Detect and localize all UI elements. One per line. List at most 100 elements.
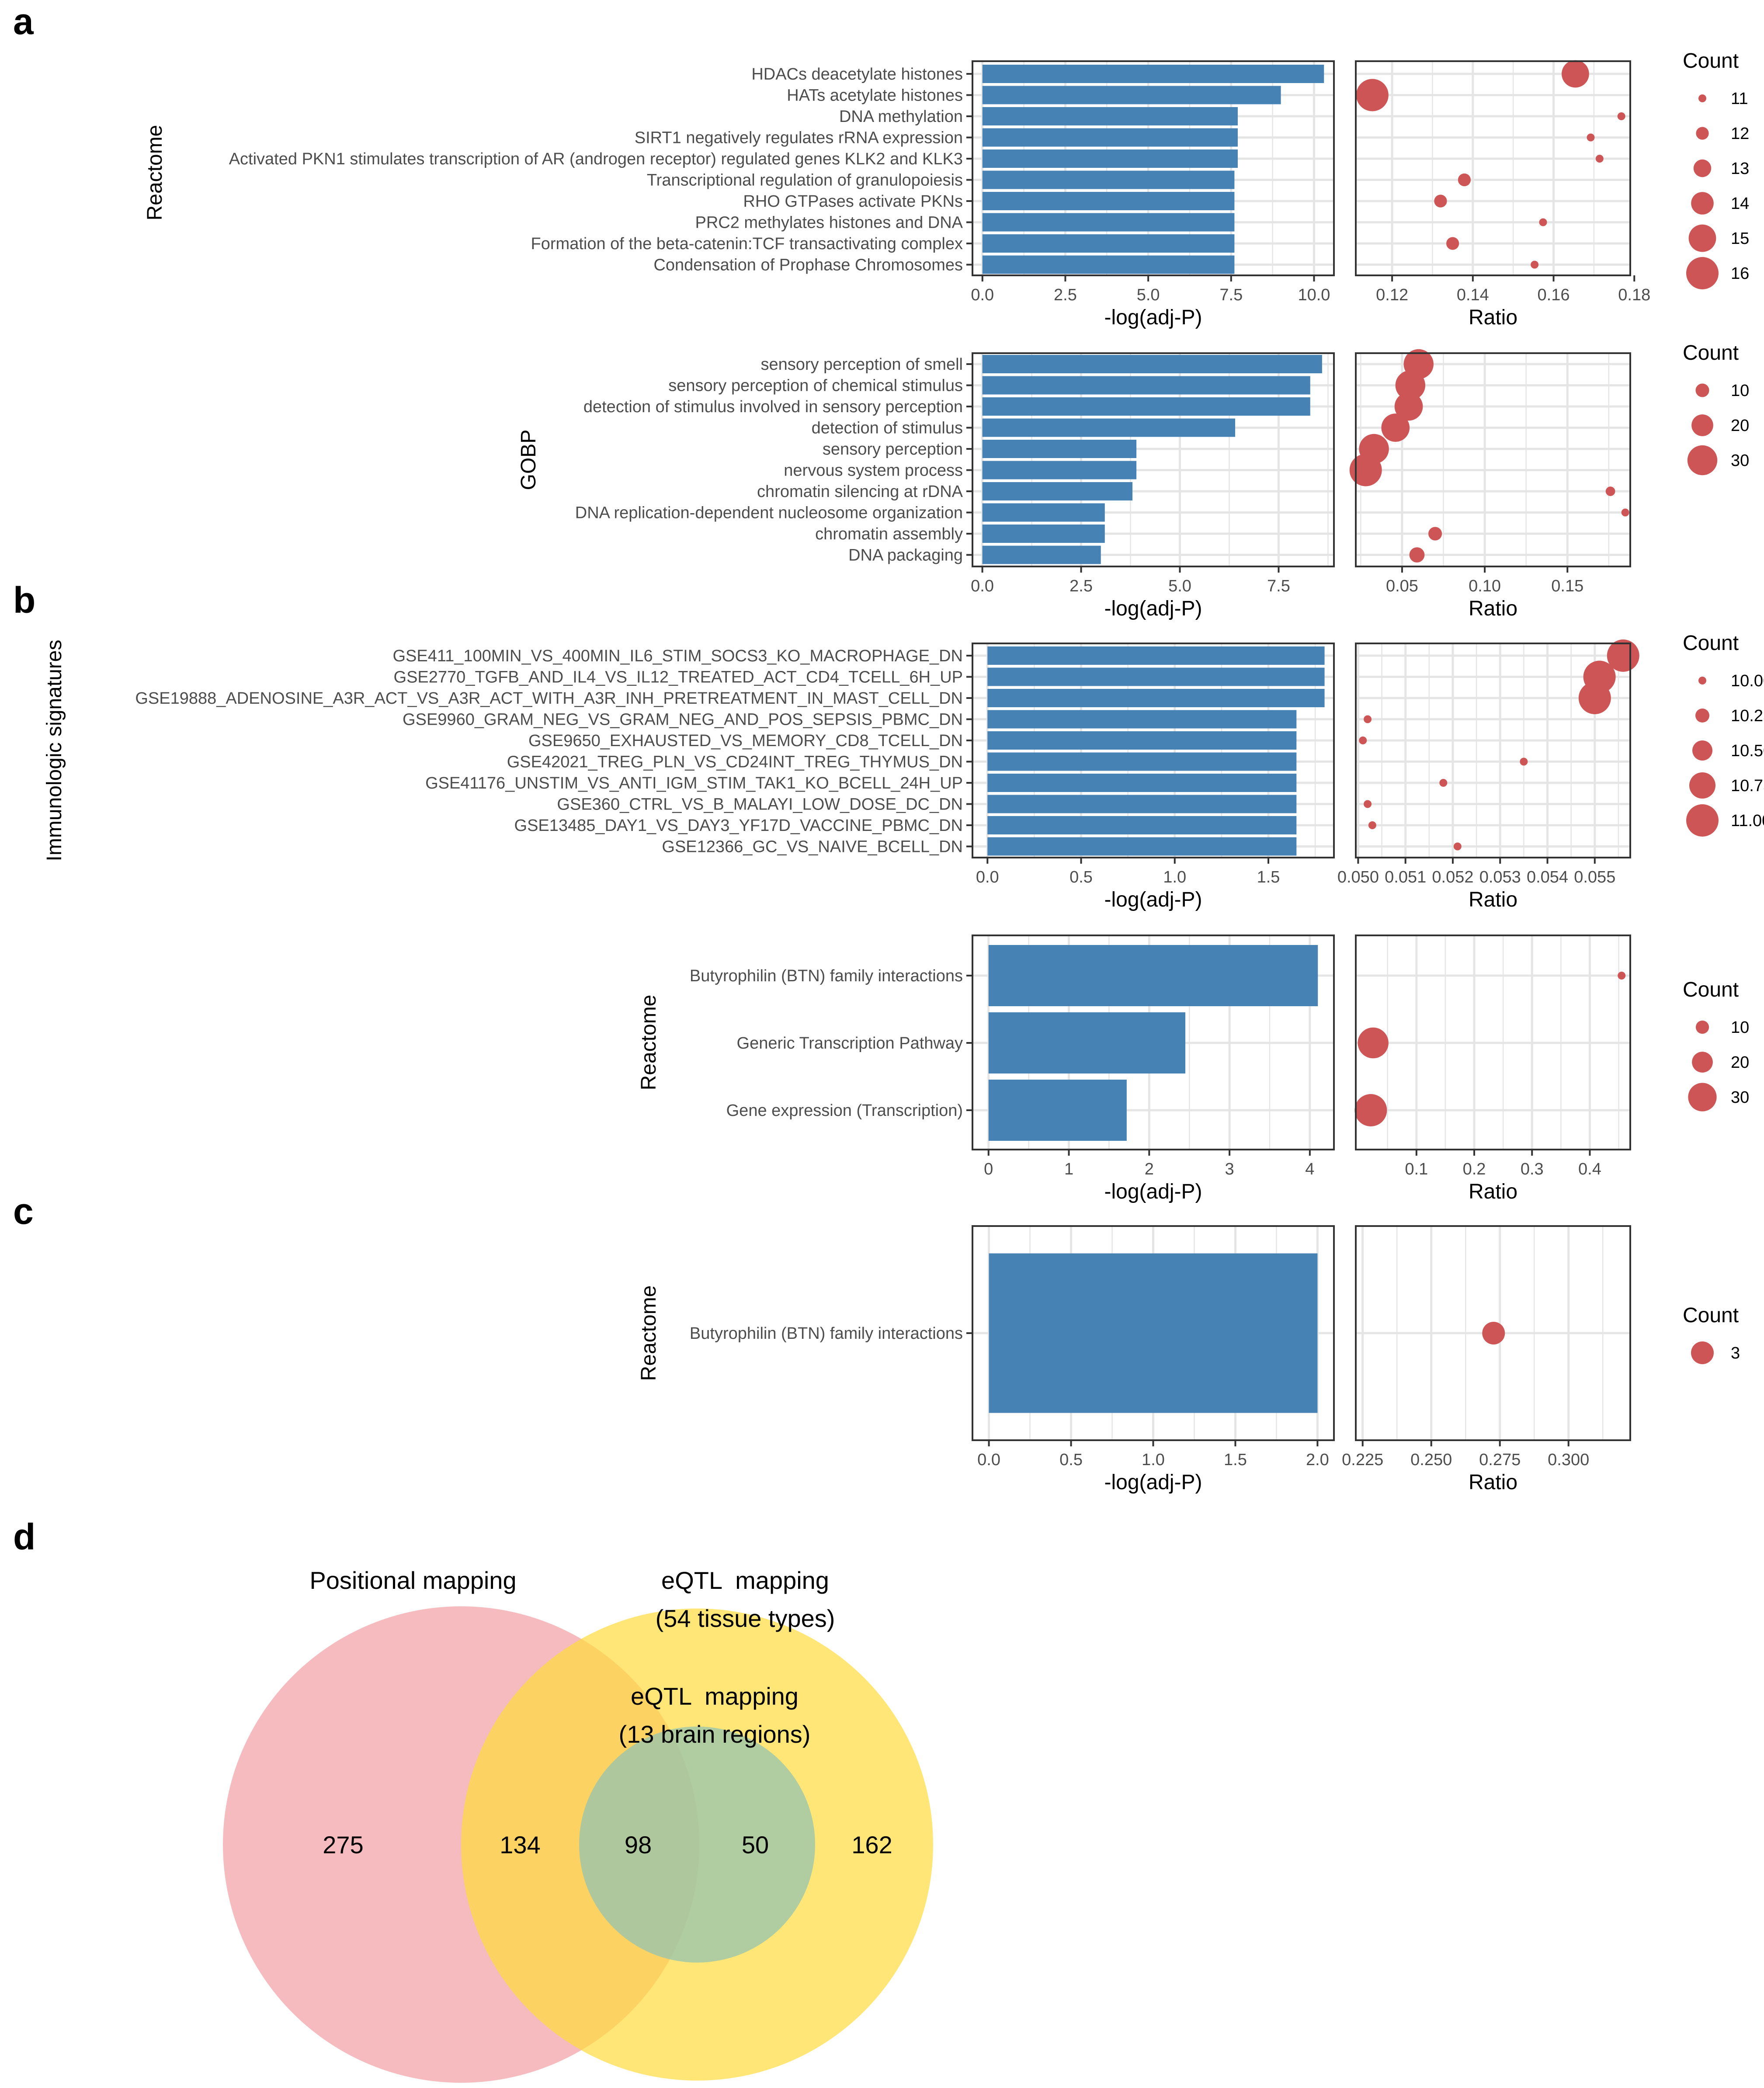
- dot-7: [1605, 486, 1615, 496]
- legend-label: 10.75: [1731, 777, 1764, 795]
- legend-key: [1688, 224, 1716, 252]
- dot-xtick-label: 0.052: [1432, 868, 1473, 886]
- dot-xtick-label: 0.4: [1578, 1160, 1601, 1178]
- category-label: PRC2 methylates histones and DNA: [695, 214, 963, 232]
- dot-9: [1428, 527, 1442, 541]
- dot-9: [1368, 821, 1376, 829]
- category-label: Activated PKN1 stimulates transcription …: [229, 150, 963, 168]
- bar-xtick-label: 0.5: [1059, 1451, 1083, 1469]
- dot-xtick-label: 0.054: [1527, 868, 1568, 886]
- legend-key: [1689, 772, 1715, 799]
- legend-label: 10.50: [1731, 742, 1764, 760]
- category-label: chromatin assembly: [815, 525, 963, 543]
- dot-xaxis-title: Ratio: [1469, 888, 1517, 911]
- bar-xtick-label: 1.5: [1224, 1451, 1247, 1469]
- legend-key: [1698, 677, 1706, 684]
- bar-6: [982, 170, 1235, 189]
- dot-9: [1446, 237, 1459, 250]
- category-label: GSE411_100MIN_VS_400MIN_IL6_STIM_SOCS3_K…: [392, 647, 963, 665]
- legend-label: 20: [1731, 417, 1749, 435]
- legend-label: 30: [1731, 1088, 1749, 1107]
- dot-4: [1381, 413, 1410, 442]
- bar-xtick-label: 7.5: [1267, 577, 1290, 595]
- venn-title-brain-line2: (13 brain regions): [619, 1720, 811, 1748]
- dot-4: [1364, 715, 1372, 723]
- category-label: HATs acetylate histones: [787, 87, 963, 105]
- panel-letter-b: b: [13, 580, 35, 621]
- dot-8: [1364, 800, 1372, 808]
- dot-4: [1587, 133, 1595, 142]
- category-label: GSE13485_DAY1_VS_DAY3_YF17D_VACCINE_PBMC…: [514, 816, 963, 835]
- dot-7: [1439, 779, 1448, 787]
- venn-count-positional-only: 275: [323, 1831, 363, 1859]
- category-label: GSE19888_ADENOSINE_A3R_ACT_VS_A3R_ACT_WI…: [135, 689, 963, 708]
- legend-key: [1698, 94, 1706, 102]
- dot-xaxis-title: Ratio: [1469, 1471, 1517, 1494]
- dot-panel-frame: [1355, 935, 1631, 1150]
- category-label: Formation of the beta-catenin:TCF transa…: [531, 235, 963, 253]
- dot-10: [1453, 842, 1462, 851]
- legend-label: 12: [1731, 125, 1749, 143]
- category-label: HDACs deacetylate histones: [751, 65, 963, 83]
- bar-6: [982, 461, 1137, 479]
- legend-label: 11.00: [1731, 812, 1764, 830]
- dot-8: [1621, 508, 1629, 517]
- chart-a-reactome: HDACs deacetylate histones HATs acetylate…: [143, 49, 1749, 329]
- category-label: nervous system process: [784, 462, 963, 480]
- category-label: sensory perception of smell: [760, 355, 963, 374]
- bar-3: [987, 689, 1325, 707]
- legend-label: 11: [1731, 90, 1748, 108]
- dot-2: [1356, 79, 1389, 111]
- category-label: Butyrophilin (BTN) family interactions: [690, 967, 963, 985]
- bar-7: [982, 192, 1235, 210]
- dot-xtick-label: 0.18: [1618, 286, 1650, 304]
- legend-label: 10: [1731, 382, 1749, 400]
- dot-xaxis-title: Ratio: [1469, 597, 1517, 620]
- category-label: GSE41176_UNSTIM_VS_ANTI_IGM_STIM_TAK1_KO…: [425, 774, 963, 792]
- dot-xtick-label: 0.10: [1469, 577, 1501, 595]
- bar-9: [987, 816, 1297, 834]
- bar-xtick-label: 7.5: [1219, 286, 1243, 304]
- venn-count-positional-eqtl54: 134: [500, 1831, 540, 1859]
- bar-xtick-label: 0.0: [971, 286, 994, 304]
- bar-xtick-label: 10.0: [1298, 286, 1330, 304]
- bar-8: [982, 503, 1105, 522]
- legend-label: 10.25: [1731, 707, 1764, 725]
- bar-9: [982, 234, 1235, 253]
- bar-10: [982, 545, 1101, 564]
- bar-xtick-label: 5.0: [1137, 286, 1160, 304]
- bar-10: [982, 255, 1235, 274]
- dot-3: [1354, 1094, 1387, 1126]
- bar-xaxis-title: -log(adj-P): [1104, 306, 1202, 329]
- dot-xtick-label: 0.12: [1376, 286, 1408, 304]
- chart-b-reactome: Butyrophilin (BTN) family interactions Ge…: [637, 935, 1749, 1203]
- bar-xtick-label: 0.0: [976, 868, 999, 886]
- dot-xtick-label: 0.055: [1574, 868, 1615, 886]
- group-label: Reactome: [637, 995, 660, 1091]
- bar-xtick-label: 2: [1145, 1160, 1154, 1178]
- dot-3: [1394, 392, 1423, 421]
- legend-key: [1692, 740, 1712, 761]
- legend-key: [1687, 445, 1718, 476]
- bar-5: [987, 731, 1297, 750]
- dot-xtick-label: 0.250: [1410, 1451, 1452, 1469]
- category-label: GSE9650_EXHAUSTED_VS_MEMORY_CD8_TCELL_DN: [528, 732, 963, 750]
- group-label: GOBP: [517, 430, 540, 490]
- category-label: GSE360_CTRL_VS_B_MALAYI_LOW_DOSE_DC_DN: [557, 796, 963, 814]
- chart-a-gobp: sensory perception of smell sensory perce…: [517, 341, 1749, 620]
- bar-5: [982, 440, 1137, 458]
- bar-1: [988, 945, 1318, 1006]
- dot-2: [1395, 370, 1426, 400]
- venn-brain-circle: [579, 1727, 815, 1963]
- category-label: Generic Transcription Pathway: [737, 1034, 963, 1053]
- legend-label: 15: [1731, 229, 1749, 248]
- legend-label: 10.00: [1731, 672, 1764, 690]
- category-label: DNA methylation: [839, 108, 963, 126]
- legend-title: Count: [1683, 341, 1739, 365]
- bar-xtick-label: 0: [984, 1160, 993, 1178]
- dot-xaxis-title: Ratio: [1469, 306, 1517, 329]
- bar-xtick-label: 0.0: [977, 1451, 1000, 1469]
- dot-xtick-label: 0.051: [1385, 868, 1426, 886]
- dot-5: [1595, 155, 1604, 163]
